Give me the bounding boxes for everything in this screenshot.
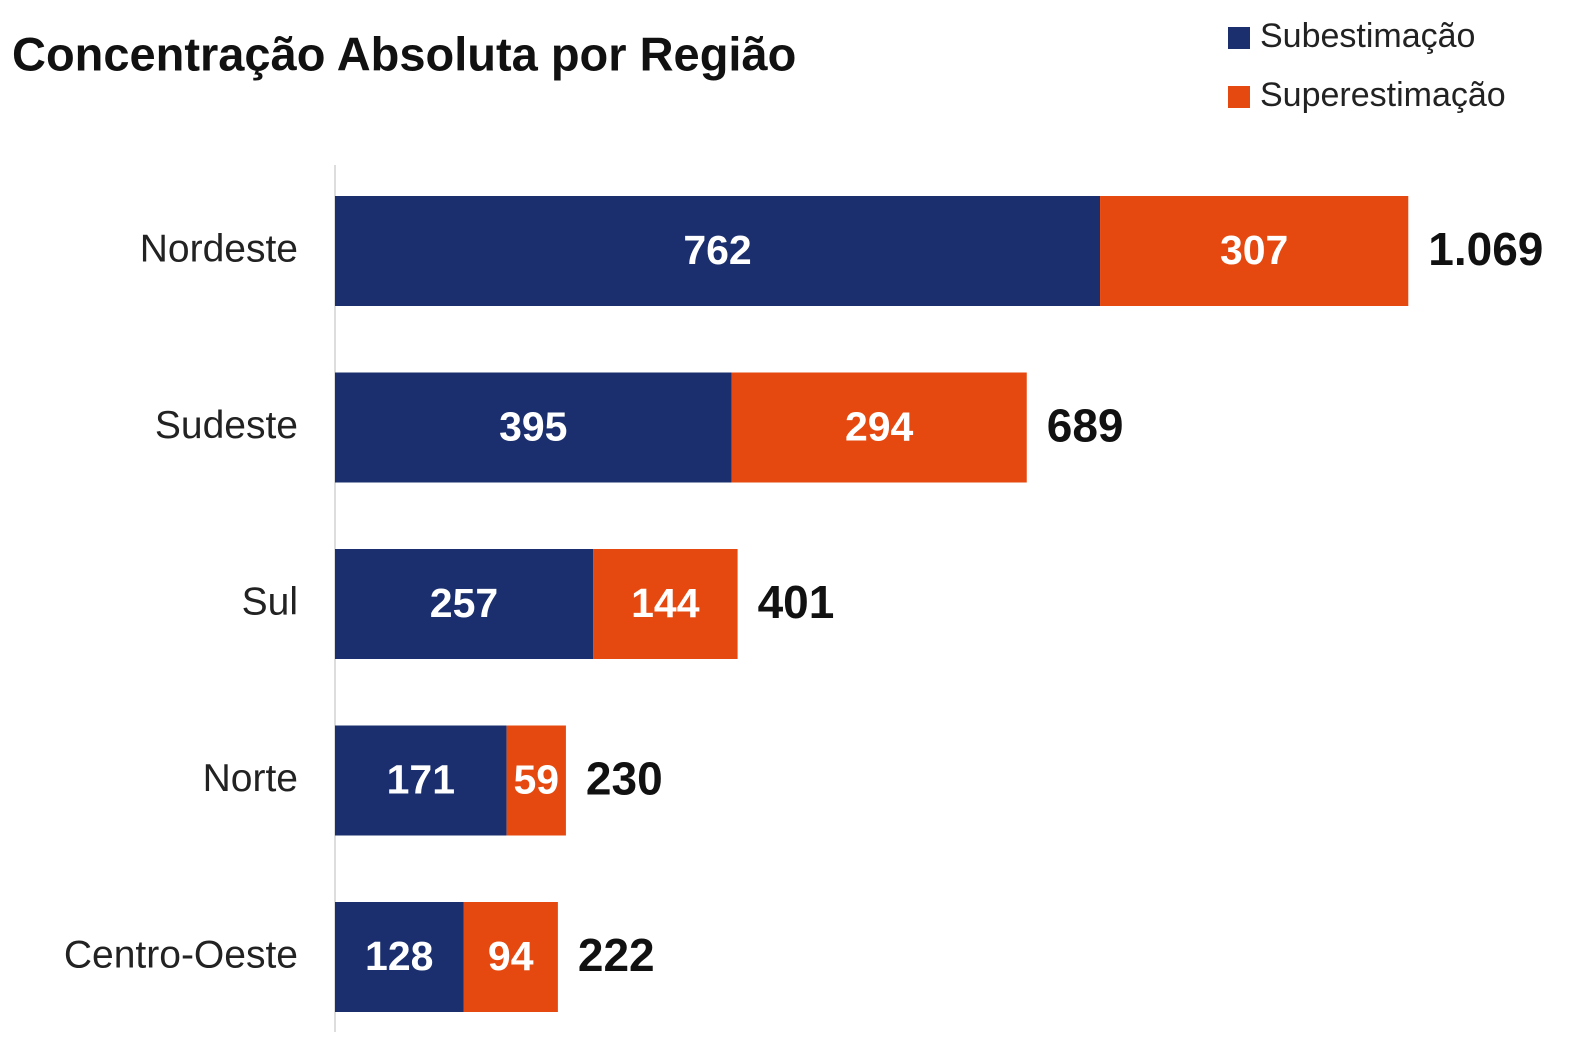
legend-label: Subestimação (1260, 17, 1475, 55)
bar-value-label: 395 (499, 403, 567, 449)
bar-value-label: 307 (1220, 227, 1288, 273)
y-tick-label: Sul (242, 580, 298, 623)
legend-swatch (1228, 27, 1250, 49)
bar-segment (731, 372, 1027, 483)
total-label: 689 (1047, 400, 1124, 452)
bar-segment (463, 902, 558, 1012)
bar-value-label: 144 (631, 580, 700, 626)
total-label: 222 (578, 929, 655, 981)
y-tick-label: Centro-Oeste (64, 933, 298, 976)
bar-value-label: 59 (513, 756, 559, 802)
bar-segment (506, 725, 566, 836)
total-label: 1.069 (1428, 223, 1543, 275)
total-label: 230 (586, 753, 663, 805)
bar-segment (1100, 196, 1409, 306)
y-tick-label: Nordeste (140, 227, 298, 270)
total-label: 401 (758, 576, 835, 628)
bar-segment (335, 372, 732, 483)
bar-segment (593, 549, 738, 659)
y-tick-label: Sudeste (155, 404, 298, 447)
bar-segment (335, 549, 594, 659)
legend-label: Superestimação (1260, 76, 1506, 114)
chart-title: Concentração Absoluta por Região (12, 27, 796, 80)
y-tick-label: Norte (203, 757, 298, 800)
bar-value-label: 257 (430, 580, 498, 626)
bar-value-label: 762 (683, 227, 751, 273)
bar-value-label: 171 (387, 756, 455, 802)
bar-segment (335, 196, 1101, 306)
bar-segment (335, 725, 507, 836)
bar-segment (335, 902, 464, 1012)
bar-value-label: 128 (365, 933, 433, 979)
bar-value-label: 294 (845, 403, 914, 449)
legend-swatch (1228, 86, 1250, 108)
bar-value-label: 94 (488, 933, 534, 979)
